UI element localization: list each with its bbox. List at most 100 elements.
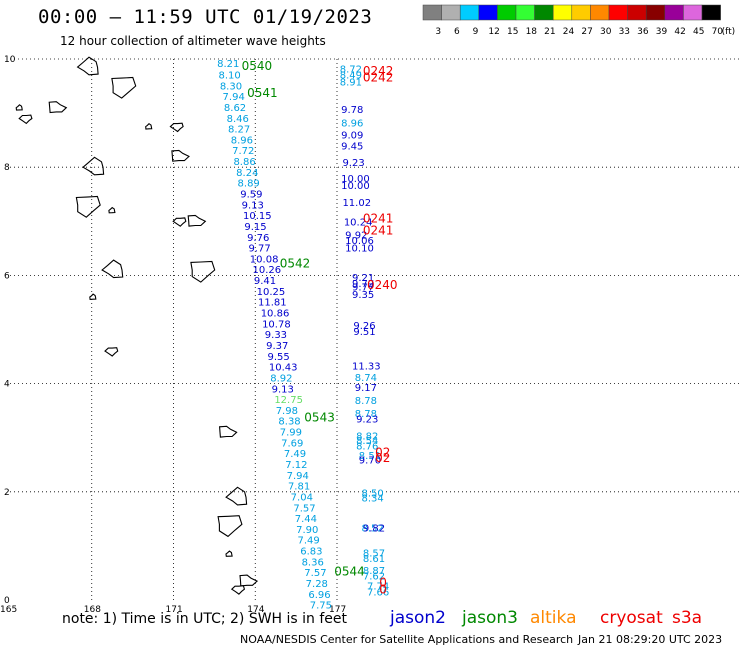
swh-value-jason3: 7.90 [296, 525, 318, 536]
lon-tick-label: 171 [166, 605, 183, 615]
swh-value-jason3: 9.33 [265, 330, 287, 341]
island-outline [82, 156, 105, 176]
map-title: 00:00 – 11:59 UTC 01/19/2023 [38, 6, 373, 28]
legend-bin-label: 15 [507, 27, 518, 37]
swh-value-jason3: 10.25 [257, 287, 286, 298]
swh-value-east-track: 8.61 [363, 554, 385, 565]
lat-tick-label: 0 [4, 596, 10, 606]
swh-value-jason3: 9.77 [248, 244, 270, 255]
legend-bin-label: 9 [473, 27, 479, 37]
swh-value-east-track: 8.50 [362, 489, 384, 500]
swh-value-east-track: 10.00 [341, 181, 370, 192]
swh-value-east-track: 10.24 [344, 218, 373, 229]
track-time-label: 0241 [363, 223, 394, 237]
swh-value-east-track: 9.82 [363, 523, 385, 534]
lon-tick-label: 177 [329, 605, 346, 615]
island-outline [171, 149, 190, 162]
swh-value-east-track: 7.66 [367, 588, 389, 599]
swh-value-jason3: 7.72 [232, 146, 254, 157]
swh-value-east-track: 9.77 [352, 283, 374, 294]
map-subtitle: 12 hour collection of altimeter wave hei… [60, 34, 326, 48]
legend-cryosat: cryosat [600, 608, 663, 628]
swh-value-jason3: 8.86 [233, 157, 255, 168]
legend-bin-label: 12 [488, 27, 499, 37]
lat-tick-label: 10 [4, 55, 16, 65]
legend-jason2: jason2 [390, 608, 446, 628]
legend-bin-label: 18 [526, 27, 538, 37]
legend-altika: altika [530, 608, 577, 628]
legend-bin-label: 70 [712, 27, 724, 37]
swh-value-jason3: 8.46 [227, 114, 249, 125]
track-time-label: 0242 [363, 71, 394, 85]
swh-value-jason3: 10.15 [243, 211, 272, 222]
color-legend: 3 6 9 12 15 18 21 24 27 30 33 36 39 42 45 70(ft) [422, 4, 735, 37]
legend-bin-label: 42 [674, 27, 685, 37]
lat-tick-label: 8 [4, 163, 10, 173]
swh-value-jason3: 9.55 [268, 352, 290, 363]
swh-value-east-track: 9.23 [342, 158, 364, 169]
swh-value-east-track: 8.91 [340, 78, 362, 89]
track-time-label: 02 [375, 446, 390, 460]
island-outline [239, 574, 259, 587]
track-time-label: 0542 [280, 256, 311, 270]
swh-value-east-track: 8.34 [362, 494, 384, 505]
swh-value-east-track: 9.35 [352, 290, 374, 301]
island-outline [101, 259, 124, 279]
swh-value-jason3: 10.08 [250, 254, 279, 265]
swh-value-east-track: 9.09 [341, 131, 363, 142]
island-outline [169, 122, 184, 133]
swh-value-jason3: 9.13 [272, 384, 294, 395]
legend-bin-label: 33 [619, 27, 630, 37]
swh-value-east-track: 8.82 [356, 431, 378, 442]
swh-value-east-track: 8.74 [355, 373, 377, 384]
swh-value-east-track: 9.26 [353, 321, 375, 332]
legend-swatch [701, 4, 721, 21]
swh-value-east-track: 7.62 [363, 571, 385, 582]
lon-tick-label: 174 [247, 605, 264, 615]
swh-value-jason3: 8.38 [278, 417, 300, 428]
swh-value-east-track: 8.51 [359, 451, 381, 462]
swh-value-jason3: 12.75 [274, 395, 303, 406]
swh-value-east-track: 9.17 [355, 383, 377, 394]
island-outline [217, 515, 243, 538]
swh-value-jason3: 8.30 [220, 81, 242, 92]
island-outline [76, 56, 99, 76]
swh-value-jason3: 8.96 [231, 135, 253, 146]
island-outline [18, 114, 33, 125]
island-outline [48, 101, 68, 114]
lon-tick-label: 165 [0, 605, 17, 615]
track-time-label: 0541 [247, 86, 278, 100]
swh-value-jason3: 7.69 [281, 438, 303, 449]
island-outline [15, 104, 23, 111]
legend-bin-label: 3 [435, 27, 441, 37]
swh-value-jason3: 9.13 [242, 200, 264, 211]
legend-bin-label: 39 [656, 27, 668, 37]
track-time-label: 0240 [367, 278, 398, 292]
swh-value-jason3: 8.24 [236, 168, 258, 179]
island-outline [75, 195, 101, 218]
legend-bin-label: 30 [600, 27, 612, 37]
swh-value-east-track: 9.92 [345, 231, 367, 242]
swh-value-jason3: 8.62 [224, 103, 246, 114]
swh-value-jason3: 6.96 [308, 590, 330, 601]
swh-value-jason3: 8.92 [270, 373, 292, 384]
track-time-label: 0544 [334, 565, 365, 579]
swh-value-east-track: 7.74 [367, 582, 389, 593]
legend-bin-label: 27 [581, 27, 592, 37]
track-time-label: 0242 [363, 64, 394, 78]
swh-value-east-track: 8.54 [356, 436, 378, 447]
swh-value-east-track: 8.72 [340, 65, 362, 76]
swh-value-jason3: 7.94 [287, 471, 309, 482]
credit-line: NOAA/NESDIS Center for Satellite Applica… [240, 633, 574, 646]
swh-value-east-track: 10.06 [345, 236, 374, 247]
swh-value-jason3: 6.83 [300, 547, 322, 558]
swh-value-east-track: 9.21 [352, 273, 374, 284]
swh-value-east-track: 10.00 [341, 174, 370, 185]
island-outline [172, 217, 187, 227]
swh-value-jason3: 9.15 [244, 222, 266, 233]
legend-jason3: jason3 [462, 608, 518, 628]
lat-tick-label: 6 [4, 271, 10, 281]
swh-value-jason3: 7.57 [304, 568, 326, 579]
swh-value-jason3: 7.04 [291, 492, 313, 503]
track-time-label: 02 [375, 451, 390, 465]
